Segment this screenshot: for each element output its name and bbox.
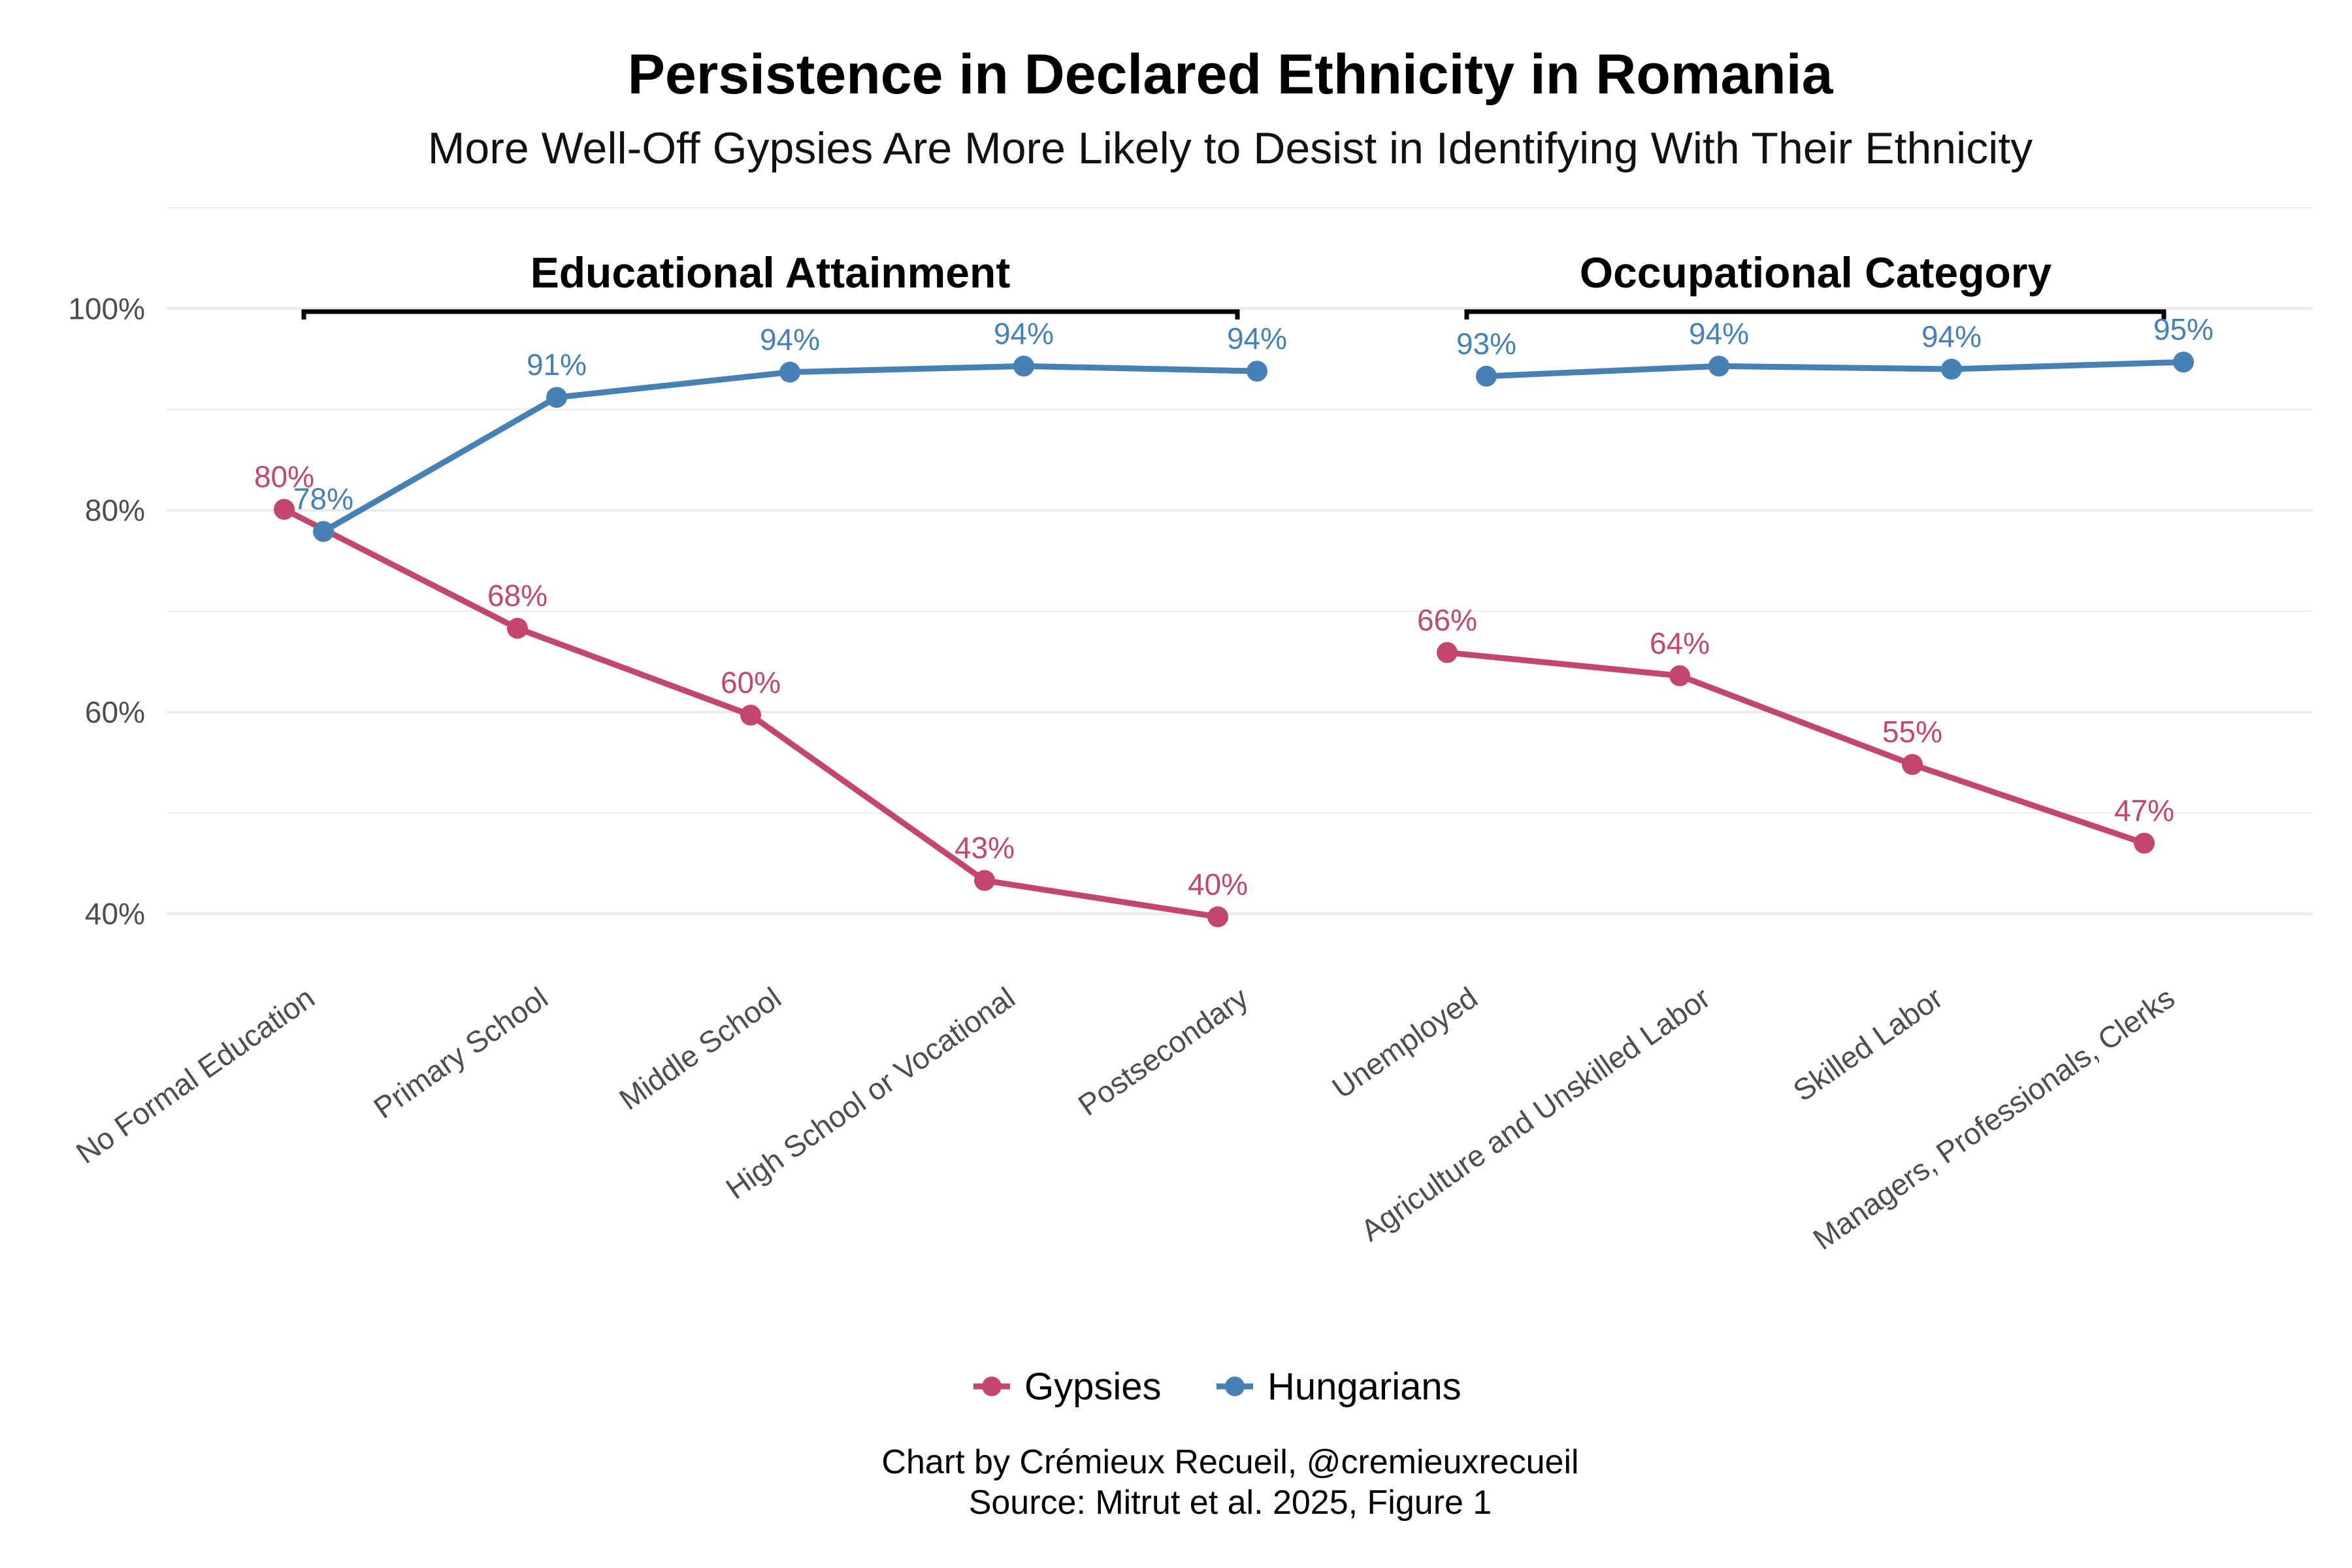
legend-label: Gypsies: [1024, 1365, 1162, 1408]
data-point-hungarians: [1708, 355, 1729, 377]
data-point-gypsies: [974, 870, 995, 891]
data-point-hungarians: [1013, 355, 1034, 377]
data-point-gypsies: [1207, 906, 1228, 928]
x-tick-label: Postsecondary: [1072, 981, 1254, 1122]
data-point-gypsies: [2134, 832, 2155, 854]
data-label-gypsies: 40%: [1188, 867, 1248, 901]
data-label-gypsies: 43%: [955, 831, 1015, 865]
legend-label: Hungarians: [1267, 1365, 1462, 1408]
data-point-hungarians: [1476, 365, 1497, 387]
y-tick-label: 80%: [85, 493, 145, 527]
data-label-hungarians: 94%: [1227, 321, 1287, 355]
data-label-hungarians: 94%: [1689, 316, 1749, 350]
chart-title: Persistence in Declared Ethnicity in Rom…: [628, 43, 1834, 106]
caption-line: Source: Mitrut et al. 2025, Figure 1: [969, 1484, 1492, 1522]
data-label-hungarians: 93%: [1456, 327, 1516, 361]
series-line-gypsies: [1444, 649, 2148, 847]
x-tick-label: Skilled Labor: [1787, 981, 1949, 1108]
grid-layer: [167, 207, 2313, 915]
series-line-hungarians: [320, 363, 1260, 535]
data-label-gypsies: 60%: [721, 666, 781, 700]
data-point-gypsies: [1669, 665, 1690, 687]
data-point-hungarians: [779, 361, 800, 383]
data-label-hungarians: 94%: [994, 316, 1054, 350]
x-tick-label: Managers, Professionals, Clerks: [1807, 981, 2181, 1256]
data-point-hungarians: [2173, 351, 2194, 373]
caption-line: Chart by Crémieux Recueil, @cremieuxrecu…: [881, 1443, 1578, 1481]
data-label-gypsies: 47%: [2114, 794, 2174, 828]
x-tick-label: Primary School: [367, 981, 553, 1125]
chart-subtitle: More Well-Off Gypsies Are More Likely to…: [428, 123, 2033, 173]
data-point-gypsies: [1437, 642, 1458, 663]
data-point-gypsies: [274, 498, 295, 520]
data-label-hungarians: 94%: [1921, 319, 1982, 353]
x-tick-label: Middle School: [613, 981, 787, 1117]
group-bracket-layer: Educational Attainment Occupational Categ…: [301, 248, 2166, 319]
group-label: Educational Attainment: [531, 248, 1011, 297]
legend: Gypsies Hungarians: [973, 1365, 1462, 1408]
legend-key-point: [1225, 1377, 1245, 1396]
data-label-gypsies: 64%: [1650, 626, 1710, 660]
data-label-hungarians: 95%: [2153, 312, 2213, 346]
x-tick-label: No Formal Education: [70, 981, 321, 1170]
series-line-hungarians: [1483, 359, 2187, 380]
legend-key-point: [982, 1377, 1002, 1396]
data-label-gypsies: 68%: [487, 579, 547, 613]
data-point-gypsies: [507, 617, 528, 639]
data-point-gypsies: [740, 704, 761, 726]
y-tick-label: 100%: [68, 291, 145, 325]
data-point-hungarians: [313, 521, 334, 542]
group-bracket: [1464, 309, 2166, 319]
group-label: Occupational Category: [1580, 248, 2052, 297]
data-point-hungarians: [1247, 361, 1267, 382]
axis-layer: 40% 60% 80% 100% No Formal Education Primary …: [68, 291, 2180, 1256]
data-label-gypsies: 55%: [1882, 715, 1942, 749]
data-point-gypsies: [1902, 754, 1923, 776]
group-bracket: [301, 309, 1240, 319]
x-tick-label: Unemployed: [1326, 981, 1483, 1105]
y-tick-label: 40%: [85, 897, 145, 931]
series-layer: [274, 351, 2194, 928]
data-label-gypsies: 80%: [254, 460, 314, 494]
data-label-hungarians: 94%: [760, 323, 820, 357]
y-tick-label: 60%: [85, 695, 145, 729]
data-label-gypsies: 66%: [1417, 603, 1477, 637]
data-label-layer: 80% 68% 60% 43% 40% 78% 91% 94% 94% 94% 66% 64% 55% 4…: [254, 312, 2213, 901]
data-label-hungarians: 91%: [527, 348, 587, 382]
data-point-hungarians: [1941, 359, 1962, 380]
caption: Chart by Crémieux Recueil, @cremieuxrecu…: [881, 1443, 1578, 1522]
data-point-hungarians: [546, 387, 567, 408]
data-label-hungarians: 78%: [293, 482, 353, 516]
